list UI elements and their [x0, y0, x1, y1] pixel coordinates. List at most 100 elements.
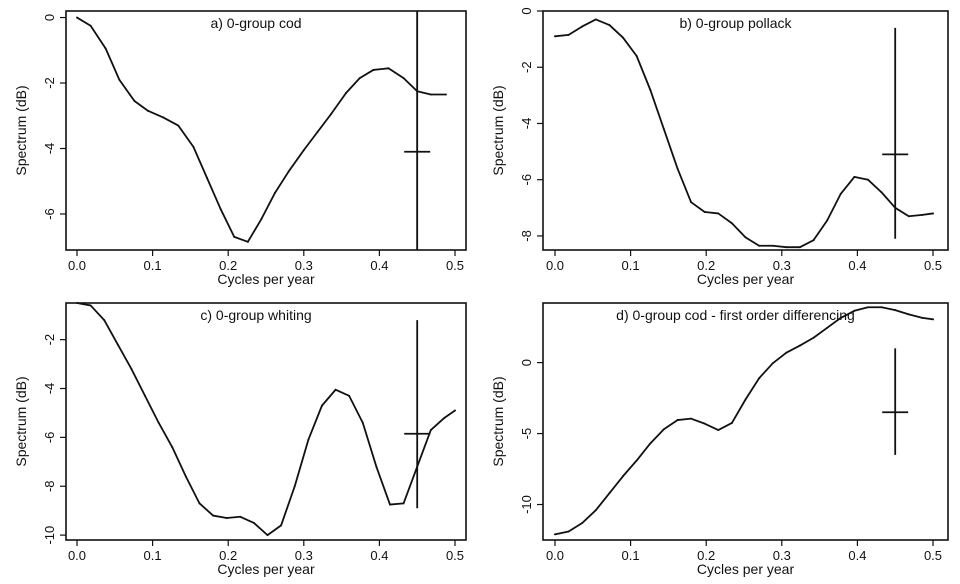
- x-axis-label: Cycles per year: [217, 271, 315, 287]
- y-tick-label: -2: [519, 61, 534, 73]
- x-tick-label: 0.4: [370, 258, 388, 273]
- data-point: [635, 459, 638, 462]
- series-segment: [76, 16, 92, 27]
- data-point: [853, 175, 856, 178]
- data-point: [198, 502, 201, 505]
- x-tick-label: 0.3: [295, 258, 313, 273]
- series-segment: [330, 91, 348, 116]
- data-point: [445, 93, 447, 96]
- data-point: [649, 442, 652, 445]
- series-segment: [219, 208, 236, 238]
- data-point: [635, 55, 638, 57]
- data-point: [212, 514, 214, 517]
- series-segment: [826, 317, 842, 329]
- series-segment: [316, 113, 332, 134]
- series-segment: [253, 521, 269, 537]
- x-tick-label: 0.1: [144, 258, 162, 273]
- series-segment: [177, 124, 195, 148]
- y-tick-label: -5: [519, 428, 534, 440]
- data-point: [662, 428, 665, 431]
- data-point: [785, 351, 788, 354]
- series-segment: [372, 67, 390, 71]
- series-segment: [198, 502, 214, 517]
- data-point: [387, 67, 390, 70]
- data-point: [372, 69, 375, 71]
- data-point: [375, 465, 378, 468]
- series-segment: [880, 306, 897, 311]
- data-point: [608, 24, 611, 26]
- series-segment: [246, 217, 263, 243]
- data-point: [293, 485, 296, 488]
- y-tick-label: 0: [42, 14, 57, 21]
- series-segment: [799, 336, 815, 347]
- series-segment: [130, 368, 146, 397]
- series-segment: [907, 213, 924, 218]
- data-point: [826, 219, 829, 222]
- data-point: [932, 212, 934, 215]
- panel-4: d) 0-group cod - first order differencin…: [490, 302, 949, 577]
- data-point: [345, 91, 348, 94]
- data-point: [89, 24, 92, 27]
- series-segment: [206, 177, 222, 210]
- series-segment: [921, 212, 934, 216]
- data-point: [192, 145, 195, 148]
- series-segment: [192, 145, 208, 179]
- data-point: [358, 77, 361, 80]
- series-segment: [233, 236, 249, 243]
- x-tick-label: 0.2: [219, 258, 237, 273]
- data-point: [594, 509, 597, 512]
- data-point: [744, 398, 747, 401]
- series-segment: [690, 201, 706, 213]
- y-axis-label: Spectrum (dB): [490, 376, 506, 466]
- data-point: [676, 419, 679, 421]
- series-segment: [703, 211, 720, 215]
- data-point: [162, 116, 165, 119]
- series-segment: [703, 422, 720, 431]
- y-tick-label: 0: [519, 7, 534, 14]
- series-segment: [307, 404, 323, 441]
- series-segment: [157, 421, 174, 449]
- series-segment: [358, 69, 375, 80]
- data-point: [302, 149, 305, 152]
- series-segment: [812, 326, 829, 339]
- data-point: [554, 35, 556, 38]
- series-segment: [345, 77, 361, 94]
- series-segment: [567, 25, 584, 36]
- data-point: [771, 244, 774, 247]
- data-point: [567, 530, 570, 533]
- series-segment: [690, 417, 706, 425]
- data-point: [429, 93, 432, 96]
- data-point: [662, 128, 665, 130]
- series-segment: [321, 388, 337, 407]
- series-segment: [554, 530, 570, 536]
- data-point: [894, 309, 897, 311]
- data-point: [839, 192, 842, 195]
- data-point: [812, 336, 815, 339]
- panel-title: a) 0-group cod: [210, 15, 301, 31]
- x-tick-label: 0.1: [144, 548, 162, 563]
- x-tick-label: 0.0: [68, 548, 86, 563]
- series-segment: [744, 236, 761, 247]
- data-point: [233, 236, 236, 238]
- data-point: [76, 302, 78, 304]
- data-point: [246, 240, 249, 243]
- data-point: [785, 246, 788, 249]
- data-point: [144, 394, 146, 397]
- x-axis-label: Cycles per year: [697, 561, 795, 577]
- series-segment: [826, 192, 842, 222]
- y-tick-label: -8: [519, 230, 534, 242]
- x-axis-label: Cycles per year: [217, 561, 315, 577]
- data-point: [731, 222, 733, 225]
- data-point: [330, 113, 332, 116]
- x-tick-label: 0.5: [924, 258, 942, 273]
- data-point: [880, 306, 883, 309]
- x-tick-label: 0.4: [848, 548, 866, 563]
- series-segment: [853, 175, 869, 181]
- series-segment: [266, 524, 283, 537]
- data-point: [690, 417, 692, 420]
- series-segment: [387, 67, 405, 80]
- series-segment: [334, 388, 351, 397]
- data-point: [307, 438, 310, 441]
- series-segment: [581, 509, 597, 524]
- series-segment: [361, 421, 378, 468]
